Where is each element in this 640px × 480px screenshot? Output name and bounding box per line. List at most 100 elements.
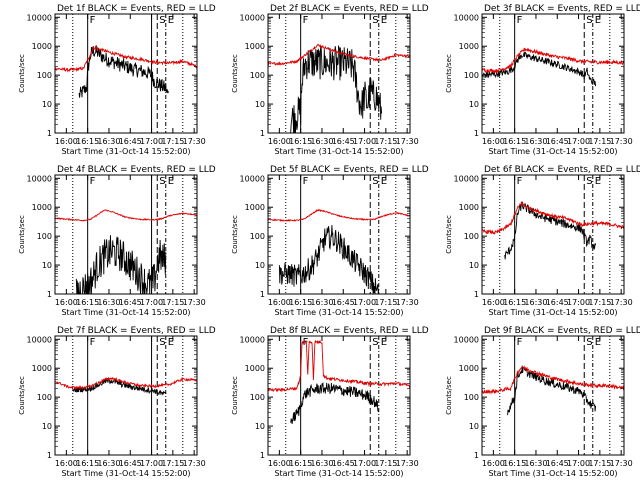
series-events xyxy=(78,45,170,98)
x-tick-label: 17:15 xyxy=(374,298,397,307)
chart-title: Det 9f BLACK = Events, RED = LLD xyxy=(484,326,640,336)
x-tick-label: 17:30 xyxy=(610,137,633,146)
marker-label: F xyxy=(90,337,96,348)
marker-label: S xyxy=(586,176,592,187)
plot-frame xyxy=(54,174,198,295)
x-tick-label: 16:00 xyxy=(482,137,505,146)
series-lld xyxy=(55,376,197,391)
plot-frame xyxy=(481,335,625,456)
marker-label: E xyxy=(381,176,387,187)
series-lld xyxy=(55,209,197,222)
chart-title: Det 7f BLACK = Events, RED = LLD xyxy=(57,326,216,336)
x-axis-label: Start Time (31-Oct-14 15:52:00) xyxy=(488,469,617,478)
x-tick-label: 17:30 xyxy=(610,298,633,307)
marker-label: F xyxy=(90,15,96,26)
x-tick-label: 16:15 xyxy=(503,298,526,307)
y-tick-label: 10 xyxy=(42,100,52,109)
x-tick-label: 16:45 xyxy=(332,298,355,307)
x-tick-label: 17:15 xyxy=(374,137,397,146)
x-tick-label: 16:45 xyxy=(119,459,142,468)
y-tick-label: 1000 xyxy=(459,364,479,373)
x-tick-label: 16:00 xyxy=(482,459,505,468)
plot-frame xyxy=(267,174,411,295)
y-tick-label: 1 xyxy=(47,129,52,138)
y-tick-label: 1000 xyxy=(32,42,52,51)
marker-label: F xyxy=(517,15,523,26)
chart-title: Det 3f BLACK = Events, RED = LLD xyxy=(484,4,640,14)
x-tick-label: 16:00 xyxy=(482,298,505,307)
y-tick-label: 100 xyxy=(464,71,479,80)
marker-label: E xyxy=(595,337,601,348)
y-tick-label: 1 xyxy=(47,451,52,460)
x-tick-label: 16:45 xyxy=(119,298,142,307)
y-tick-label: 10000 xyxy=(27,13,52,22)
x-tick-label: 16:00 xyxy=(55,137,78,146)
x-tick-label: 17:00 xyxy=(567,459,590,468)
y-tick-label: 1000 xyxy=(32,364,52,373)
y-tick-label: 100 xyxy=(464,232,479,241)
marker-label: F xyxy=(90,176,96,187)
x-tick-label: 16:15 xyxy=(76,137,99,146)
x-tick-label: 17:30 xyxy=(396,298,419,307)
y-tick-label: 1 xyxy=(260,129,265,138)
x-tick-label: 16:30 xyxy=(310,298,333,307)
x-tick-label: 16:00 xyxy=(268,298,291,307)
chart-title: Det 6f BLACK = Events, RED = LLD xyxy=(484,165,640,175)
series-events xyxy=(278,225,380,294)
y-tick-label: 10000 xyxy=(27,174,52,183)
marker-label: E xyxy=(381,337,387,348)
x-tick-label: 17:00 xyxy=(140,459,163,468)
chart-title: Det 4f BLACK = Events, RED = LLD xyxy=(57,165,216,175)
x-tick-label: 16:30 xyxy=(310,459,333,468)
marker-label: S xyxy=(372,15,378,26)
series-events xyxy=(504,201,597,260)
x-tick-label: 17:30 xyxy=(610,459,633,468)
y-tick-label: 1 xyxy=(474,129,479,138)
y-axis-label: Counts/sec xyxy=(18,215,26,254)
plot-frame xyxy=(481,174,625,295)
marker-label: F xyxy=(303,176,309,187)
x-axis-label: Start Time (31-Oct-14 15:52:00) xyxy=(274,147,403,156)
y-axis-label: Counts/sec xyxy=(445,376,453,415)
marker-label: E xyxy=(595,176,601,187)
x-tick-label: 16:30 xyxy=(524,137,547,146)
y-tick-label: 10000 xyxy=(240,174,265,183)
x-tick-label: 16:15 xyxy=(76,459,99,468)
x-tick-label: 17:00 xyxy=(353,298,376,307)
x-tick-label: 17:00 xyxy=(353,137,376,146)
x-tick-label: 17:00 xyxy=(140,298,163,307)
x-axis-label: Start Time (31-Oct-14 15:52:00) xyxy=(61,147,190,156)
chart-title: Det 8f BLACK = Events, RED = LLD xyxy=(270,326,429,336)
x-tick-label: 16:00 xyxy=(55,459,78,468)
y-tick-label: 100 xyxy=(37,393,52,402)
x-tick-label: 16:15 xyxy=(289,459,312,468)
y-tick-label: 10000 xyxy=(454,335,479,344)
x-tick-label: 16:30 xyxy=(97,459,120,468)
x-tick-label: 16:45 xyxy=(546,137,569,146)
x-tick-label: 16:30 xyxy=(97,298,120,307)
x-tick-label: 16:15 xyxy=(503,137,526,146)
x-tick-label: 17:15 xyxy=(588,298,611,307)
y-tick-label: 10 xyxy=(255,100,265,109)
x-tick-label: 17:15 xyxy=(588,459,611,468)
plot-frame xyxy=(54,335,198,456)
y-tick-label: 1000 xyxy=(245,42,265,51)
x-tick-label: 16:45 xyxy=(332,137,355,146)
y-tick-label: 10000 xyxy=(454,13,479,22)
chart-title: Det 2f BLACK = Events, RED = LLD xyxy=(270,4,429,14)
y-tick-label: 100 xyxy=(250,393,265,402)
y-tick-label: 100 xyxy=(37,71,52,80)
marker-label: S xyxy=(159,337,165,348)
series-events xyxy=(75,235,167,294)
series-lld xyxy=(268,339,410,393)
x-tick-label: 16:30 xyxy=(524,459,547,468)
y-tick-label: 10 xyxy=(255,422,265,431)
y-tick-label: 1 xyxy=(47,290,52,299)
y-tick-label: 10 xyxy=(42,261,52,270)
